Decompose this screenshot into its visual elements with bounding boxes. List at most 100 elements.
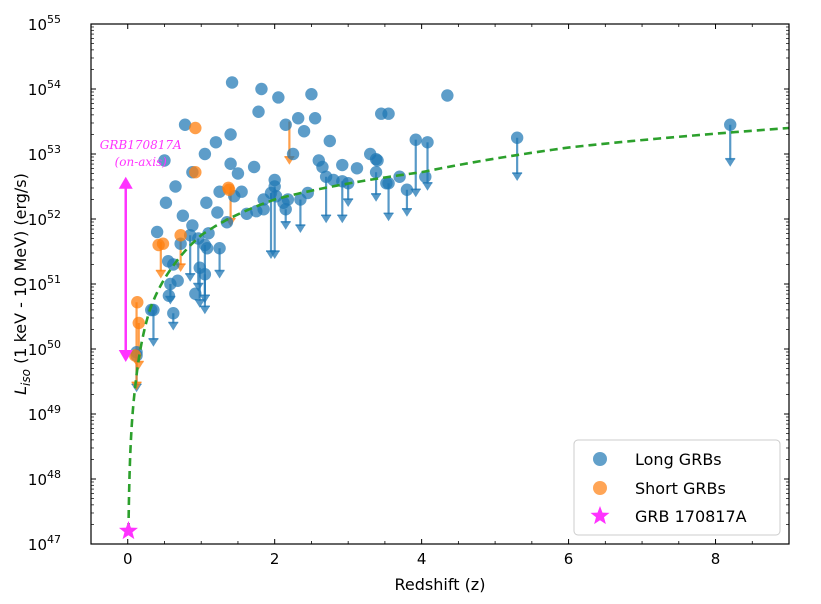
short-grb-point: [222, 183, 236, 196]
long-grb-point: [162, 289, 176, 302]
x-axis-title: Redshift (z): [395, 575, 486, 594]
long-grb-point: [257, 203, 270, 216]
y-axis-title: Liso (1 keV - 10 MeV) (erg/s): [11, 173, 33, 395]
y-tick-label: 1052: [28, 208, 61, 229]
long-grb-limit-point: [421, 136, 434, 149]
long-grb-upper-limit-arrowhead: [383, 213, 394, 222]
short-grb-point: [174, 229, 187, 242]
legend: Long GRBs Short GRBs GRB 170817A: [573, 439, 781, 536]
y-tick-exponent: 55: [47, 13, 61, 26]
long-grb-limit-point: [510, 131, 524, 144]
long-grb-point: [150, 225, 164, 239]
long-grb-point: [291, 112, 305, 125]
long-grb-point: [224, 128, 237, 141]
long-grb-upper-limit-arrowhead: [168, 322, 179, 331]
long-grb-limit-point: [213, 242, 226, 255]
long-grb-upper-limit-arrowhead: [401, 208, 412, 217]
short-grb-upper-limit-arrowhead: [133, 361, 144, 370]
long-grb-upper-limit-arrowhead: [512, 173, 523, 181]
y-tick-exponent: 50: [47, 338, 61, 351]
y-axis-title-sub: iso: [19, 369, 33, 386]
long-grb-upper-limit-arrowhead: [343, 199, 354, 207]
x-tick-label: 2: [270, 550, 280, 568]
long-grb-point: [255, 82, 268, 96]
long-grb-upper-limit-arrowhead: [295, 225, 306, 233]
y-tick-base: 10: [28, 211, 47, 229]
y-axis-title-main: L: [11, 386, 30, 395]
grb170817a-star: [118, 521, 138, 540]
long-grb-upper-limit-arrowhead: [194, 299, 205, 308]
short-grb-point: [189, 121, 202, 135]
short-grb-point: [132, 316, 145, 330]
long-grb-upper-limit-arrowhead: [148, 338, 159, 347]
long-grb-point: [419, 170, 432, 183]
long-grb-point: [393, 170, 406, 183]
long-grb-point: [224, 157, 237, 170]
long-grb-point: [350, 162, 364, 175]
y-tick-base: 10: [28, 276, 47, 294]
long-grb-limit-point: [369, 166, 383, 179]
long-grb-point: [375, 107, 388, 120]
long-grb-point: [272, 91, 285, 104]
long-grb-upper-limit-arrowhead: [337, 215, 348, 224]
long-grb-upper-limit-arrowhead: [214, 270, 225, 279]
annotation-arrow-top: [118, 176, 133, 189]
long-grb-limit-point: [319, 170, 333, 183]
y-tick-label: 1053: [28, 143, 61, 164]
legend-label-long: Long GRBs: [635, 450, 722, 469]
annotation-label: GRB170817A: [100, 138, 182, 152]
y-tick-exponent: 47: [47, 533, 61, 546]
long-grb-point: [297, 125, 311, 138]
grb170817a-annotation: GRB170817A (on-axis): [100, 138, 182, 362]
y-tick-exponent: 49: [47, 403, 61, 416]
x-tick-label: 0: [123, 550, 133, 568]
long-grb-limit-point: [167, 307, 180, 320]
long-grb-upper-limit-arrowhead: [422, 182, 433, 191]
y-axis-title-rest: (1 keV - 10 MeV) (erg/s): [11, 173, 30, 369]
x-tick-label: 6: [564, 550, 574, 568]
long-grb-point: [189, 287, 202, 300]
short-grb-upper-limit-arrowhead: [155, 270, 166, 279]
long-grb-upper-limit-arrowhead: [410, 189, 421, 198]
long-grb-limit-point: [268, 180, 281, 193]
long-grb-point: [198, 147, 212, 161]
long-grb-point: [305, 88, 318, 101]
annotation-arrow-bottom: [118, 350, 133, 362]
long-grb-point: [159, 196, 173, 209]
y-tick-exponent: 51: [47, 273, 61, 286]
long-grb-point: [169, 180, 182, 193]
legend-label-grb170817a: GRB 170817A: [635, 507, 747, 526]
long-grb-limit-point: [193, 261, 206, 274]
y-tick-label: 1050: [28, 338, 61, 359]
legend-marker-short: [593, 481, 607, 495]
long-grb-point: [211, 206, 224, 219]
y-tick-label: 1054: [28, 78, 61, 99]
legend-box: [573, 439, 781, 536]
y-tick-base: 10: [28, 471, 47, 489]
long-grb-limit-point: [382, 177, 395, 190]
long-grb-point: [371, 154, 384, 167]
long-grb-limit-point: [724, 118, 737, 131]
short-grb-point: [189, 166, 202, 179]
short-grb-point: [152, 238, 165, 252]
y-tick-label: 1047: [28, 533, 61, 554]
long-grb-point: [252, 105, 265, 118]
long-grb-point: [209, 136, 223, 149]
long-grb-point: [176, 209, 190, 222]
long-grb-limit-point: [294, 193, 307, 206]
long-grb-upper-limit-arrowhead: [199, 306, 210, 315]
y-tick-base: 10: [28, 146, 47, 164]
legend-label-short: Short GRBs: [635, 479, 726, 498]
long-grb-limit-point: [400, 183, 414, 196]
y-tick-label: 1051: [28, 273, 61, 294]
long-grb-point: [178, 118, 192, 131]
short-grb-point: [131, 296, 144, 309]
long-grb-point: [247, 160, 261, 174]
long-grb-point: [336, 158, 349, 172]
legend-marker-long: [593, 452, 607, 466]
long-grb-point: [323, 134, 336, 148]
long-grb-upper-limit-arrowhead: [725, 158, 736, 167]
long-grb-limit-point: [198, 238, 212, 252]
